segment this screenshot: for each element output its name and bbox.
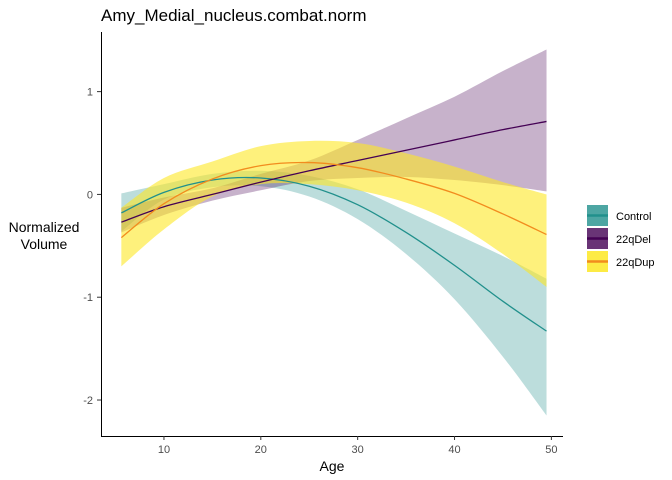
legend-label-22qdup: 22qDup: [616, 257, 655, 269]
legend-label-control: Control: [616, 211, 651, 223]
line-22qdel: [121, 120, 547, 223]
x-tick-label: 20: [255, 444, 267, 456]
x-tick-label: 30: [352, 444, 364, 456]
y-axis-label-line1: Normalized: [9, 219, 80, 235]
y-tick-label: -2: [83, 395, 93, 407]
band-control: [121, 170, 547, 416]
line-control: [121, 176, 547, 332]
y-tick-label: -1: [83, 292, 93, 304]
x-axis-ticks: 10 20 30 40 50: [158, 436, 558, 456]
legend-label-22qdel: 22qDel: [616, 234, 651, 246]
confidence-bands: [121, 49, 547, 416]
legend: Control 22qDel 22qDup: [587, 205, 655, 272]
x-tick-label: 50: [545, 444, 557, 456]
chart-title: Amy_Medial_nucleus.combat.norm: [101, 6, 367, 25]
line-22qdup: [120, 161, 547, 239]
x-tick-label: 40: [448, 444, 460, 456]
x-axis-label: Age: [320, 458, 345, 474]
y-axis-ticks: -2 -1 0 1: [83, 87, 101, 407]
band-22qdup: [121, 140, 547, 287]
series-lines: [120, 120, 547, 332]
y-tick-label: 0: [87, 189, 93, 201]
x-tick-label: 10: [158, 444, 170, 456]
y-axis-label-line2: Volume: [21, 236, 68, 252]
y-tick-label: 1: [87, 87, 93, 99]
